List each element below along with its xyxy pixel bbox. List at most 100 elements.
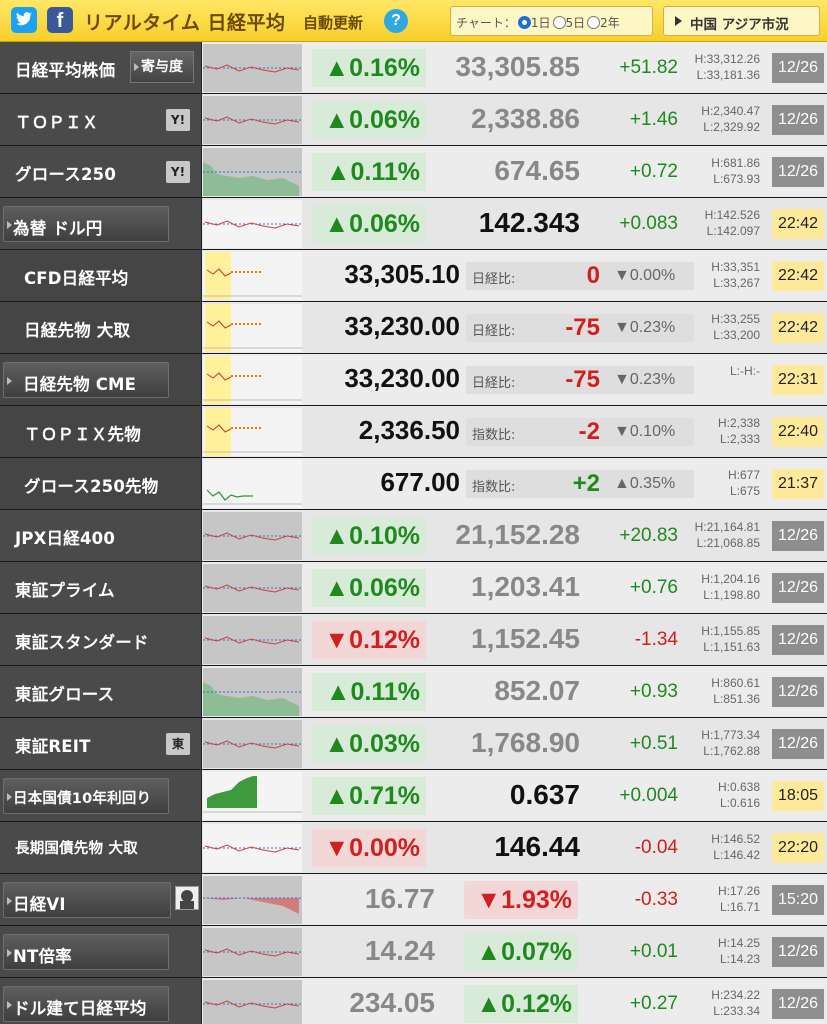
mini-chart[interactable]: [203, 408, 302, 456]
row-label[interactable]: CFD日経平均: [24, 269, 129, 288]
row-label-cell[interactable]: 東証REIT 東: [0, 718, 202, 769]
row-label[interactable]: ＴＯＰＩＸ先物: [24, 425, 141, 444]
table-row[interactable]: ＴＯＰＩＸ Y! ▲0.06% 2,338.86 +1.46 H:2,340.47 L:2,…: [0, 94, 827, 146]
table-row[interactable]: 日経先物 大取 33,230.00 日経比: -75 ▼0.23% H:33,255 L:3…: [0, 302, 827, 354]
row-label-cell[interactable]: CFD日経平均: [0, 250, 202, 301]
sparkline-chart: [203, 532, 302, 541]
row-label[interactable]: 東証グロース: [15, 685, 115, 704]
help-icon[interactable]: ?: [384, 9, 408, 33]
mini-chart[interactable]: [203, 668, 302, 716]
source-badge[interactable]: Y!: [166, 109, 190, 131]
row-label-cell[interactable]: 日経先物 CME: [0, 354, 202, 405]
row-label[interactable]: 東証スタンダード: [15, 633, 149, 652]
row-label-cell[interactable]: 為替 ドル円: [0, 198, 202, 249]
table-row[interactable]: ＴＯＰＩＸ先物 2,336.50 指数比: -2 ▼0.10% H:2,338 L:2,33…: [0, 406, 827, 458]
row-label[interactable]: NT倍率: [13, 947, 72, 966]
mini-chart[interactable]: [203, 720, 302, 768]
table-row[interactable]: 日本国債10年利回り ▲0.71% 0.637 +0.004 H:0.638 L:0.61…: [0, 770, 827, 822]
mini-chart[interactable]: [203, 616, 302, 664]
row-label-cell[interactable]: グロース250先物: [0, 458, 202, 509]
twitter-icon[interactable]: [11, 7, 37, 33]
asia-market-button[interactable]: 中国 アジア市況: [663, 6, 820, 36]
row-label-cell[interactable]: 日本国債10年利回り: [0, 770, 202, 821]
row-label-cell[interactable]: 東証グロース: [0, 666, 202, 717]
row-label[interactable]: ＴＯＰＩＸ: [15, 113, 99, 132]
mini-chart[interactable]: [203, 44, 302, 92]
row-label[interactable]: 日経VI: [13, 895, 66, 914]
row-label[interactable]: 日経先物 CME: [23, 375, 137, 394]
row-label-button[interactable]: 日経先物 CME: [3, 362, 169, 398]
radio-1d-label[interactable]: 1日: [530, 16, 551, 30]
row-label[interactable]: グロース250: [15, 165, 117, 184]
row-label[interactable]: 東証REIT: [15, 737, 91, 756]
facebook-icon[interactable]: f: [47, 7, 73, 33]
row-label-button[interactable]: NT倍率: [3, 934, 169, 970]
table-row[interactable]: 長期国債先物 大取 ▼0.00% 146.44 -0.04 H:146.52 L:146.…: [0, 822, 827, 874]
table-row[interactable]: 東証プライム ▲0.06% 1,203.41 +0.76 H:1,204.16 L:1,1…: [0, 562, 827, 614]
row-label-cell[interactable]: 長期国債先物 大取: [0, 822, 202, 873]
row-label-cell[interactable]: ＴＯＰＩＸ Y!: [0, 94, 202, 145]
radio-1d[interactable]: [517, 16, 531, 29]
row-label-cell[interactable]: JPX日経400: [0, 510, 202, 561]
mini-chart[interactable]: [203, 512, 302, 560]
mini-chart[interactable]: [203, 928, 302, 976]
table-row[interactable]: 東証スタンダード ▼0.12% 1,152.45 -1.34 H:1,155.85 L:1…: [0, 614, 827, 666]
table-row[interactable]: JPX日経400 ▲0.10% 21,152.28 +20.83 H:21,164.81…: [0, 510, 827, 562]
radio-5d[interactable]: [552, 16, 566, 29]
vi-avatar-icon[interactable]: [175, 886, 199, 910]
radio-5d-label[interactable]: 5日: [565, 16, 586, 30]
row-label[interactable]: 東証プライム: [15, 581, 115, 600]
row-label[interactable]: 日本国債10年利回り: [13, 791, 152, 807]
row-label[interactable]: 日経平均株価: [15, 61, 116, 80]
table-row[interactable]: CFD日経平均 33,305.10 日経比: 0 ▼0.00% H:33,351 L:33,…: [0, 250, 827, 302]
table-row[interactable]: ドル建て日経平均 234.05 ▲0.12% +0.27 H:234.22 L:233.3…: [0, 978, 827, 1024]
source-badge[interactable]: Y!: [166, 161, 190, 183]
table-row[interactable]: 日経平均株価 寄与度 ▲0.16% 33,305.85 +51.82 H:33,312.2…: [0, 42, 827, 94]
mini-chart[interactable]: [203, 200, 302, 248]
table-row[interactable]: 東証REIT 東 ▲0.03% 1,768.90 +0.51 H:1,773.34 L:1,…: [0, 718, 827, 770]
row-label[interactable]: ドル建て日経平均: [13, 999, 147, 1018]
table-row[interactable]: 日経先物 CME 33,230.00 日経比: -75 ▼0.23% L:-H:- 22:3…: [0, 354, 827, 406]
update-time: 21:37: [772, 469, 824, 499]
table-row[interactable]: グロース250先物 677.00 指数比: +2 ▲0.35% H:677 L:675 21:…: [0, 458, 827, 510]
row-label-cell[interactable]: NT倍率: [0, 926, 202, 977]
radio-2y[interactable]: [587, 16, 601, 29]
row-label-cell[interactable]: 日経VI: [0, 874, 202, 925]
row-label[interactable]: グロース250先物: [24, 477, 159, 496]
mini-chart[interactable]: [203, 148, 302, 196]
row-label-cell[interactable]: 日経先物 大取: [0, 302, 202, 353]
row-label-cell[interactable]: 東証スタンダード: [0, 614, 202, 665]
mini-chart[interactable]: [203, 252, 302, 300]
mini-chart[interactable]: [203, 356, 302, 404]
point-change: +0.51: [629, 733, 678, 754]
mini-chart[interactable]: [203, 772, 302, 820]
row-label[interactable]: 日経先物 大取: [24, 321, 131, 340]
table-row[interactable]: NT倍率 14.24 ▲0.07% +0.01 H:14.25 L:14.23 12/26: [0, 926, 827, 978]
mini-chart[interactable]: [203, 564, 302, 612]
row-label-cell[interactable]: ドル建て日経平均: [0, 978, 202, 1024]
row-label[interactable]: 為替 ドル円: [13, 219, 103, 238]
mini-chart[interactable]: [203, 876, 302, 924]
radio-2y-label[interactable]: 2年: [600, 16, 620, 30]
row-label-button[interactable]: 為替 ドル円: [3, 206, 169, 242]
mini-chart[interactable]: [203, 980, 302, 1024]
table-row[interactable]: 日経VI 16.77 ▼1.93% -0.33 H:17.26 L:16.71 15:20: [0, 874, 827, 926]
source-badge[interactable]: 東: [166, 733, 190, 755]
contribution-button[interactable]: 寄与度: [130, 51, 194, 83]
row-label-cell[interactable]: 日経平均株価 寄与度: [0, 42, 202, 93]
row-label-button[interactable]: 日経VI: [3, 882, 171, 918]
mini-chart[interactable]: [203, 304, 302, 352]
row-label-cell[interactable]: ＴＯＰＩＸ先物: [0, 406, 202, 457]
table-row[interactable]: 為替 ドル円 ▲0.06% 142.343 +0.083 H:142.526 L:142.…: [0, 198, 827, 250]
table-row[interactable]: グロース250 Y! ▲0.11% 674.65 +0.72 H:681.86 L:673.…: [0, 146, 827, 198]
mini-chart[interactable]: [203, 824, 302, 872]
row-label[interactable]: 長期国債先物 大取: [15, 841, 138, 857]
table-row[interactable]: 東証グロース ▲0.11% 852.07 +0.93 H:860.61 L:851.36 1…: [0, 666, 827, 718]
row-label-cell[interactable]: グロース250 Y!: [0, 146, 202, 197]
row-label-button[interactable]: 日本国債10年利回り: [3, 778, 169, 814]
mini-chart[interactable]: [203, 460, 302, 508]
row-label-button[interactable]: ドル建て日経平均: [3, 986, 169, 1022]
mini-chart[interactable]: [203, 96, 302, 144]
row-label-cell[interactable]: 東証プライム: [0, 562, 202, 613]
row-label[interactable]: JPX日経400: [15, 529, 115, 548]
